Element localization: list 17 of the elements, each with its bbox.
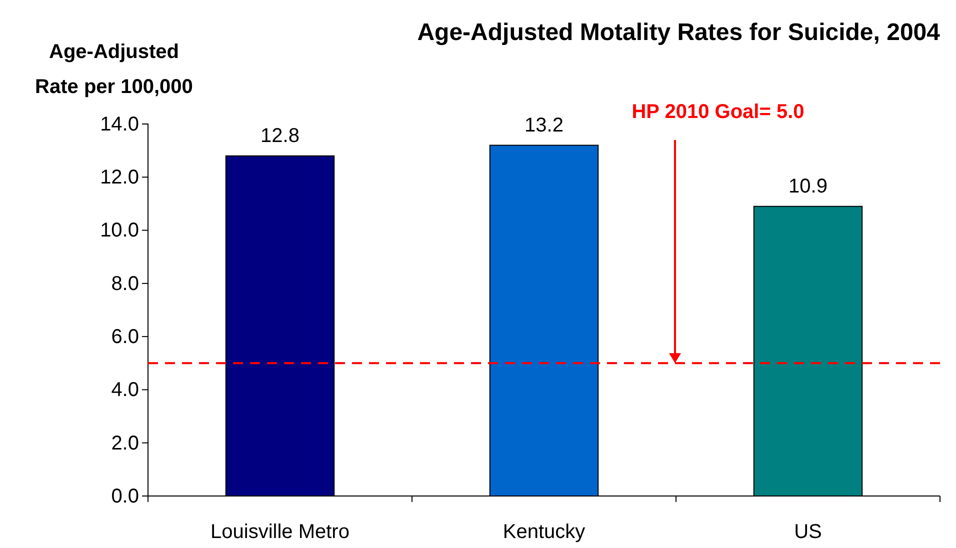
ref-line-label: HP 2010 Goal= 5.0 — [632, 101, 804, 123]
y-tick-label: 0.0 — [111, 485, 139, 508]
y-tick-label: 12.0 — [100, 166, 139, 189]
x-tick-label: Kentucky — [502, 521, 586, 543]
y-tick-label: 10.0 — [100, 220, 139, 242]
y-axis-title: Age-Adjusted Rate per 100,000 — [35, 41, 193, 98]
y-tick-label: 2.0 — [111, 432, 139, 454]
data-label: 13.2 — [524, 114, 564, 136]
data-label: 12.8 — [260, 124, 300, 147]
y-tick-label: 8.0 — [111, 272, 139, 295]
y-tick-label: 14.0 — [100, 113, 139, 136]
y-tick-label: 4.0 — [111, 379, 139, 402]
x-tick-label: US — [794, 521, 822, 543]
x-tick-label: Louisville Metro — [210, 521, 350, 543]
data-label: 10.9 — [788, 175, 828, 198]
chart-title: Age-Adjusted Motality Rates for Suicide, 2004 — [417, 19, 941, 46]
y-tick-label: 6.0 — [111, 326, 139, 348]
